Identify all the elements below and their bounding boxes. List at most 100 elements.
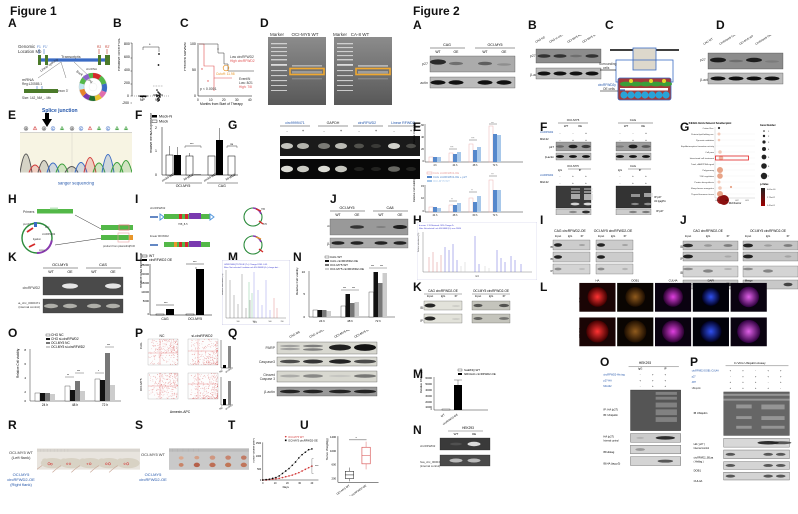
svg-text:3: 3 bbox=[768, 142, 770, 144]
svg-text:circRFWD2: circRFWD2 bbox=[420, 444, 436, 448]
svg-text:p27: p27 bbox=[700, 58, 706, 62]
svg-text:+: + bbox=[340, 128, 343, 133]
svg-text:***: *** bbox=[107, 343, 110, 347]
svg-text:24 h: 24 h bbox=[42, 403, 48, 407]
svg-text:Cutoff: 11.98: Cutoff: 11.98 bbox=[216, 72, 235, 76]
svg-text:DAPI: DAPI bbox=[708, 278, 715, 282]
svg-text:OE: OE bbox=[578, 124, 582, 128]
svg-text:Relative Cell viability: Relative Cell viability bbox=[295, 267, 299, 295]
svg-text:circRFWD2: circRFWD2 bbox=[150, 206, 166, 210]
svg-text:Mock-N: Mock-N bbox=[159, 115, 172, 119]
svg-text:relative mRNA expression level: relative mRNA expression level bbox=[150, 113, 153, 153]
svg-text:Relative circRFWD2 levels: Relative circRFWD2 levels bbox=[118, 38, 121, 71]
svg-text:OCI-MY5 WT: OCI-MY5 WT bbox=[738, 35, 754, 46]
svg-text:CAG circRFWD2-OE: CAG circRFWD2-OE bbox=[554, 229, 586, 233]
svg-text:+: + bbox=[665, 385, 667, 388]
svg-text:Merge: Merge bbox=[745, 278, 753, 282]
svg-text:Input: Input bbox=[555, 234, 561, 238]
svg-text:OCI-MY5: OCI-MY5 bbox=[567, 118, 580, 122]
svg-text:Filter: Not selected / isolati: Filter: Not selected / isolation m/z 654… bbox=[224, 266, 280, 269]
svg-text:0: 0 bbox=[194, 94, 196, 98]
svg-text:*: * bbox=[98, 369, 99, 373]
svg-text:+: + bbox=[755, 387, 757, 390]
svg-text:CUL4A: CUL4A bbox=[694, 479, 703, 483]
svg-text:circ9999471: circ9999471 bbox=[285, 121, 305, 125]
svg-text:circRFWD2: circRFWD2 bbox=[23, 286, 40, 290]
svg-text:(internal control): (internal control) bbox=[18, 305, 40, 309]
svg-text:30: 30 bbox=[298, 482, 301, 485]
svg-text:C: C bbox=[52, 127, 55, 131]
svg-text:IB:Histag: IB:Histag bbox=[603, 450, 614, 454]
svg-text:+: + bbox=[632, 138, 634, 142]
svg-text:+: + bbox=[742, 387, 744, 390]
svg-text:OCI-MY5 si-circRFWD2: OCI-MY5 si-circRFWD2 bbox=[51, 345, 85, 349]
svg-text:Input: Input bbox=[475, 294, 481, 298]
svg-text:OCI-MY5 si-circRFWD2: OCI-MY5 si-circRFWD2 bbox=[354, 330, 384, 339]
svg-text:Relative RNA expression: Relative RNA expression bbox=[140, 253, 143, 288]
svg-text:4: 4 bbox=[24, 376, 26, 380]
svg-text:Protein biosynthesis: Protein biosynthesis bbox=[694, 181, 714, 184]
svg-text:***: *** bbox=[343, 286, 346, 290]
svg-text:Linear RFWD2: Linear RFWD2 bbox=[391, 121, 415, 125]
svg-text:G: G bbox=[25, 127, 28, 131]
svg-text:Relative RNA expression: Relative RNA expression bbox=[419, 368, 423, 393]
svg-text:+: + bbox=[302, 128, 305, 133]
svg-text:+: + bbox=[742, 381, 744, 384]
svg-text:OCI-MY5: OCI-MY5 bbox=[176, 184, 191, 188]
svg-text:cells: cells bbox=[603, 66, 610, 70]
svg-text:Annexin-APC: Annexin-APC bbox=[170, 410, 191, 414]
svg-text:0: 0 bbox=[423, 209, 425, 213]
svg-text:HEK293: HEK293 bbox=[462, 426, 474, 430]
svg-text:2.73e-02: 2.73e-02 bbox=[767, 197, 776, 199]
svg-text:IgG: IgG bbox=[489, 294, 494, 298]
svg-text:0.00e+00: 0.00e+00 bbox=[767, 189, 776, 191]
svg-text:OE: OE bbox=[355, 213, 361, 217]
svg-text:CAG circRFWD2-OE: CAG circRFWD2-OE bbox=[693, 229, 723, 233]
svg-text:24 h: 24 h bbox=[453, 164, 458, 167]
svg-text:Input: Input bbox=[598, 234, 604, 238]
svg-text:R2': R2' bbox=[105, 45, 110, 49]
svg-text:+: + bbox=[780, 381, 782, 384]
svg-text:**: ** bbox=[67, 373, 69, 377]
svg-text:HA ( p27 ): HA ( p27 ) bbox=[694, 443, 705, 446]
svg-text:+: + bbox=[767, 387, 769, 390]
svg-text:Cell pore: Cell pore bbox=[705, 151, 715, 154]
svg-text:5: 5 bbox=[303, 292, 305, 296]
svg-text:0: 0 bbox=[431, 408, 433, 411]
svg-text:100: 100 bbox=[190, 42, 196, 46]
svg-text:48 h: 48 h bbox=[72, 403, 78, 407]
svg-text:Months from Start of Therapy: Months from Start of Therapy bbox=[200, 102, 243, 106]
svg-text:GAPDH: GAPDH bbox=[327, 121, 340, 125]
svg-text:***: *** bbox=[315, 464, 319, 468]
svg-text:1400: 1400 bbox=[330, 435, 337, 439]
svg-text:HEK293: HEK293 bbox=[639, 361, 651, 365]
svg-text:Thyroid hormone tissue: Thyroid hormone tissue bbox=[691, 193, 715, 196]
svg-text:+: + bbox=[665, 379, 667, 382]
svg-text:C: C bbox=[80, 127, 83, 131]
svg-text:+: + bbox=[585, 138, 587, 142]
svg-text:exon 3': exon 3' bbox=[58, 89, 69, 93]
svg-text:NC: NC bbox=[218, 368, 223, 373]
svg-text:***: *** bbox=[190, 142, 194, 146]
svg-text:4: 4 bbox=[768, 149, 770, 151]
svg-text:0: 0 bbox=[147, 312, 149, 316]
svg-text:10: 10 bbox=[274, 482, 277, 485]
svg-text:60: 60 bbox=[421, 123, 424, 127]
svg-text:5000: 5000 bbox=[143, 299, 150, 303]
svg-text:400: 400 bbox=[124, 68, 130, 72]
svg-text:-: - bbox=[620, 138, 621, 142]
svg-text:***: *** bbox=[371, 264, 374, 268]
svg-text:+: + bbox=[652, 379, 654, 382]
svg-text:+: + bbox=[730, 381, 732, 384]
svg-text:IP: IP bbox=[664, 367, 667, 371]
svg-text:circRFWD2 OE: circRFWD2 OE bbox=[149, 258, 173, 262]
svg-text:0: 0 bbox=[197, 98, 199, 102]
svg-text:CAG: CAG bbox=[140, 342, 143, 349]
svg-text:***: *** bbox=[491, 174, 494, 176]
svg-text:***: *** bbox=[491, 123, 494, 125]
svg-text:800: 800 bbox=[124, 42, 130, 46]
svg-text:+: + bbox=[755, 381, 757, 384]
svg-text:1: 1 bbox=[155, 149, 157, 153]
svg-text:72 h: 72 h bbox=[102, 403, 108, 407]
svg-text:Cation Res.: Cation Res. bbox=[703, 127, 715, 130]
